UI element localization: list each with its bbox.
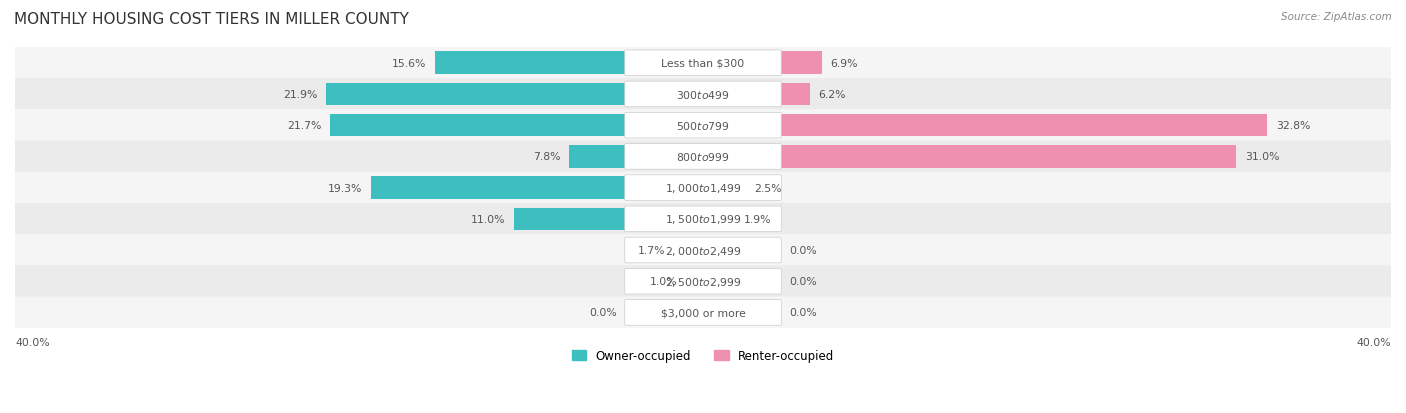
FancyBboxPatch shape <box>624 113 782 139</box>
Text: 0.0%: 0.0% <box>789 277 817 287</box>
Text: $1,000 to $1,499: $1,000 to $1,499 <box>665 182 741 195</box>
Text: 7.8%: 7.8% <box>533 152 560 162</box>
Bar <box>703 115 1267 137</box>
FancyBboxPatch shape <box>15 141 1391 173</box>
Text: MONTHLY HOUSING COST TIERS IN MILLER COUNTY: MONTHLY HOUSING COST TIERS IN MILLER COU… <box>14 12 409 27</box>
FancyBboxPatch shape <box>624 206 782 232</box>
Text: Source: ZipAtlas.com: Source: ZipAtlas.com <box>1281 12 1392 22</box>
FancyBboxPatch shape <box>624 82 782 107</box>
Bar <box>686 271 703 293</box>
FancyBboxPatch shape <box>15 47 1391 79</box>
Text: 40.0%: 40.0% <box>1357 337 1391 348</box>
Text: 2.5%: 2.5% <box>755 183 782 193</box>
Text: 0.0%: 0.0% <box>789 245 817 255</box>
Text: $3,000 or more: $3,000 or more <box>661 308 745 318</box>
FancyBboxPatch shape <box>15 297 1391 329</box>
Bar <box>569 146 703 168</box>
Bar <box>330 115 703 137</box>
Text: 6.9%: 6.9% <box>831 59 858 69</box>
Text: $300 to $499: $300 to $499 <box>676 89 730 101</box>
FancyBboxPatch shape <box>624 176 782 201</box>
FancyBboxPatch shape <box>15 235 1391 266</box>
Bar <box>703 177 747 199</box>
Bar <box>673 239 703 261</box>
FancyBboxPatch shape <box>15 203 1391 235</box>
Text: 0.0%: 0.0% <box>589 308 617 318</box>
Text: 0.0%: 0.0% <box>789 308 817 318</box>
Bar <box>513 208 703 230</box>
Bar <box>326 83 703 106</box>
FancyBboxPatch shape <box>624 237 782 263</box>
FancyBboxPatch shape <box>15 110 1391 142</box>
FancyBboxPatch shape <box>624 300 782 325</box>
Text: 11.0%: 11.0% <box>471 214 505 224</box>
Text: 15.6%: 15.6% <box>392 59 426 69</box>
Text: 21.7%: 21.7% <box>287 121 321 131</box>
Text: $800 to $999: $800 to $999 <box>676 151 730 163</box>
Text: 1.7%: 1.7% <box>638 245 665 255</box>
Text: Less than $300: Less than $300 <box>661 59 745 69</box>
FancyBboxPatch shape <box>624 51 782 76</box>
FancyBboxPatch shape <box>15 79 1391 111</box>
FancyBboxPatch shape <box>624 144 782 170</box>
FancyBboxPatch shape <box>624 269 782 294</box>
FancyBboxPatch shape <box>15 266 1391 297</box>
Text: 1.9%: 1.9% <box>744 214 772 224</box>
FancyBboxPatch shape <box>15 172 1391 204</box>
Text: $1,500 to $1,999: $1,500 to $1,999 <box>665 213 741 226</box>
Bar <box>703 146 1236 168</box>
Text: 6.2%: 6.2% <box>818 90 846 100</box>
Bar <box>434 52 703 75</box>
Text: $500 to $799: $500 to $799 <box>676 120 730 132</box>
Text: 40.0%: 40.0% <box>15 337 49 348</box>
Text: 21.9%: 21.9% <box>284 90 318 100</box>
Bar <box>703 83 810 106</box>
Legend: Owner-occupied, Renter-occupied: Owner-occupied, Renter-occupied <box>567 345 839 367</box>
Text: $2,000 to $2,499: $2,000 to $2,499 <box>665 244 741 257</box>
Text: $2,500 to $2,999: $2,500 to $2,999 <box>665 275 741 288</box>
Text: 1.0%: 1.0% <box>650 277 678 287</box>
Text: 32.8%: 32.8% <box>1275 121 1310 131</box>
Text: 31.0%: 31.0% <box>1244 152 1279 162</box>
Bar <box>703 52 821 75</box>
Text: 19.3%: 19.3% <box>328 183 363 193</box>
Bar <box>371 177 703 199</box>
Bar <box>703 208 735 230</box>
